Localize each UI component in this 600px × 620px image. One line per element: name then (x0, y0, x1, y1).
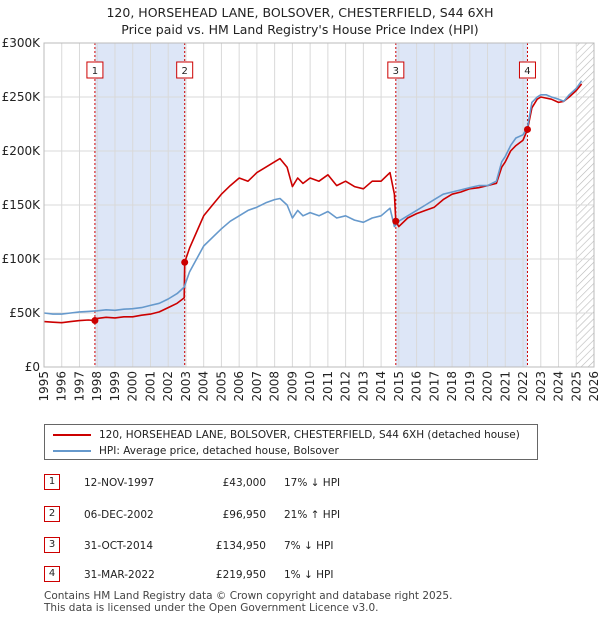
sale-label: 4 (524, 66, 530, 77)
y-tick-label: £150K (2, 198, 42, 212)
transaction-row: 2 06-DEC-2002 £96,950 21% ↑ HPI (44, 505, 464, 525)
transaction-hpi: 21% ↑ HPI (284, 509, 341, 521)
transaction-row: 4 31-MAR-2022 £219,950 1% ↓ HPI (44, 565, 464, 585)
x-tick-label: 2002 (161, 371, 175, 402)
transaction-price: £134,950 (215, 540, 266, 552)
transaction-date: 06-DEC-2002 (84, 509, 154, 521)
x-tick-label: 2015 (392, 371, 406, 402)
sale-label: 2 (182, 66, 188, 77)
x-tick-label: 2023 (534, 371, 548, 402)
transaction-row: 3 31-OCT-2014 £134,950 7% ↓ HPI (44, 536, 464, 556)
legend-line-hpi (53, 450, 91, 452)
x-tick-label: 2025 (569, 371, 583, 402)
transaction-hpi: 1% ↓ HPI (284, 569, 334, 581)
transaction-badge: 4 (44, 566, 60, 582)
x-tick-label: 2003 (179, 371, 193, 402)
sale-label: 3 (393, 66, 399, 77)
x-tick-label: 1996 (55, 371, 69, 402)
sale-point (181, 258, 189, 266)
footer-attribution: Contains HM Land Registry data © Crown c… (44, 590, 452, 614)
transaction-price: £43,000 (222, 477, 266, 489)
x-tick-label: 2009 (285, 371, 299, 402)
x-tick-label: 2010 (303, 371, 317, 402)
transaction-hpi: 17% ↓ HPI (284, 477, 341, 489)
sale-label-box (86, 61, 104, 79)
transaction-badge: 3 (44, 537, 60, 553)
y-tick-label: £250K (2, 90, 42, 104)
x-tick-label: 2022 (516, 371, 530, 402)
transaction-price: £96,950 (222, 509, 266, 521)
plot-frame (43, 42, 595, 368)
x-tick-label: 2011 (321, 371, 335, 402)
x-tick-label: 2006 (232, 371, 246, 402)
sale-label: 1 (92, 66, 98, 77)
series-line-property (43, 83, 583, 324)
x-tick-label: 1995 (37, 371, 51, 402)
x-tick-label: 1999 (108, 371, 122, 402)
transaction-price: £219,950 (215, 569, 266, 581)
x-tick-label: 2000 (126, 371, 140, 402)
legend: 120, HORSEHEAD LANE, BOLSOVER, CHESTERFI… (44, 424, 538, 460)
x-tick-label: 2014 (374, 371, 388, 402)
x-tick-label: 2012 (339, 371, 353, 402)
transaction-date: 12-NOV-1997 (84, 477, 155, 489)
x-tick-label: 2016 (410, 371, 424, 402)
x-tick-label: 2019 (463, 371, 477, 402)
x-tick-label: 2001 (143, 371, 157, 402)
transaction-date: 31-MAR-2022 (84, 569, 155, 581)
x-tick-label: 2021 (498, 371, 512, 402)
sale-point (91, 317, 99, 325)
chart-title-line2: Price paid vs. HM Land Registry's House … (121, 22, 479, 37)
x-tick-label: 1998 (90, 371, 104, 402)
y-tick-label: £300K (2, 36, 42, 50)
y-tick-label: £200K (2, 144, 42, 158)
x-tick-label: 2008 (268, 371, 282, 402)
footer-line-1: Contains HM Land Registry data © Crown c… (44, 590, 453, 602)
sale-point (523, 125, 531, 133)
x-tick-label: 2017 (427, 371, 441, 402)
x-tick-label: 2026 (587, 371, 600, 402)
x-tick-label: 2004 (197, 371, 211, 402)
y-tick-label: £100K (2, 252, 42, 266)
legend-label-hpi: HPI: Average price, detached house, Bols… (99, 445, 339, 457)
sale-point (392, 217, 400, 225)
transaction-badge: 2 (44, 506, 60, 522)
x-tick-label: 2005 (214, 371, 228, 402)
price-chart: 1 2 3 4 £0 £50K £100K £150K £200K £250K £300K 1995… (2, 36, 600, 402)
transaction-hpi: 7% ↓ HPI (284, 540, 334, 552)
x-tick-label: 1997 (72, 371, 86, 402)
x-tick-label: 2024 (552, 371, 566, 402)
legend-line-property (53, 434, 91, 436)
transaction-row: 1 12-NOV-1997 £43,000 17% ↓ HPI (44, 473, 464, 493)
sale-label-box (387, 61, 405, 79)
x-tick-label: 2013 (356, 371, 370, 402)
transaction-badge: 1 (44, 474, 60, 490)
x-tick-label: 2020 (481, 371, 495, 402)
transaction-date: 31-OCT-2014 (84, 540, 153, 552)
sale-label-box (518, 61, 536, 79)
footer-line-2: This data is licensed under the Open Gov… (44, 602, 379, 614)
sale-label-box (176, 61, 194, 79)
series-line-hpi (43, 80, 583, 315)
legend-label-property: 120, HORSEHEAD LANE, BOLSOVER, CHESTERFI… (99, 429, 520, 441)
y-tick-label: £50K (9, 306, 41, 320)
chart-title-line1: 120, HORSEHEAD LANE, BOLSOVER, CHESTERFI… (106, 5, 494, 20)
y-tick-label: £0 (25, 360, 40, 374)
x-tick-label: 2007 (250, 371, 264, 402)
x-tick-label: 2018 (445, 371, 459, 402)
